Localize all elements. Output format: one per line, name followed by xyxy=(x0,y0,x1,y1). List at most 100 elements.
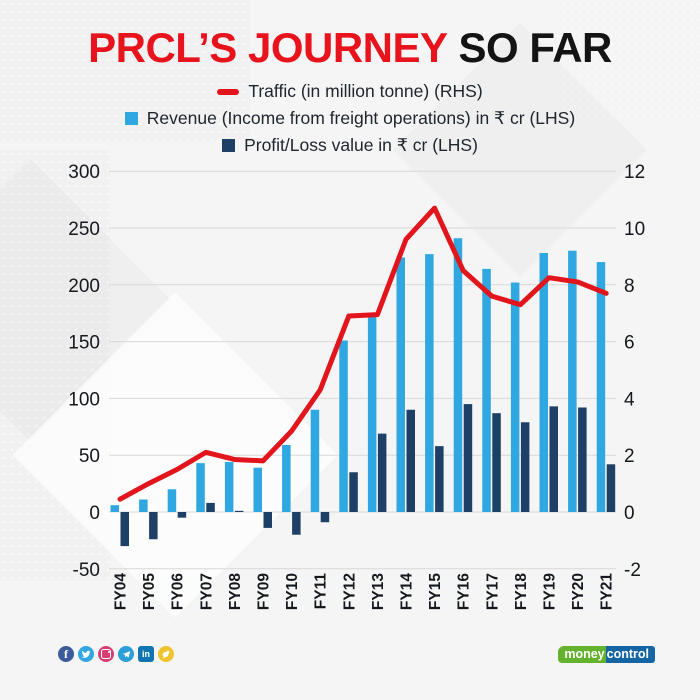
profit-bar xyxy=(292,512,301,535)
profit-bar xyxy=(320,512,330,523)
camera-icon xyxy=(101,649,111,659)
revenue-bar xyxy=(310,409,320,512)
right-axis-tick: 12 xyxy=(624,162,645,183)
profit-square-marker-icon xyxy=(222,139,236,152)
legend-item-profit: Profit/Loss value in ₹ cr (LHS) xyxy=(0,132,700,159)
right-axis-tick: 0 xyxy=(624,503,635,524)
left-axis-tick: -50 xyxy=(73,560,100,581)
revenue-bar xyxy=(367,316,377,512)
chart-legend: Traffic (in million tonne) (RHS) Revenue… xyxy=(0,78,700,159)
revenue-bar xyxy=(339,340,348,512)
profit-bar xyxy=(263,512,272,528)
twitter-bird-icon xyxy=(81,650,91,658)
right-axis-tick: 4 xyxy=(624,389,635,410)
x-axis-label: FY19 xyxy=(542,573,559,610)
revenue-bar xyxy=(453,238,463,512)
instagram-icon[interactable] xyxy=(98,646,114,662)
koo-bird-icon xyxy=(162,650,170,659)
x-axis-label: FY14 xyxy=(399,573,416,610)
koo-icon[interactable] xyxy=(158,646,174,662)
revenue-bar xyxy=(396,257,405,512)
linkedin-glyph: in xyxy=(142,648,150,659)
twitter-icon[interactable] xyxy=(78,646,94,662)
profit-bar xyxy=(492,413,501,512)
profit-bar xyxy=(234,510,244,512)
revenue-bar xyxy=(196,463,205,512)
facebook-icon[interactable]: f xyxy=(58,646,74,662)
right-axis-tick: -2 xyxy=(624,560,641,581)
revenue-bar xyxy=(425,254,434,513)
profit-bar xyxy=(520,422,530,512)
x-axis-label: FY04 xyxy=(113,573,130,610)
social-icons: f in xyxy=(58,646,174,662)
x-axis-label: FY10 xyxy=(284,573,301,610)
x-axis-label: FY21 xyxy=(599,573,616,610)
linkedin-icon[interactable]: in xyxy=(138,646,154,662)
revenue-bar xyxy=(224,462,234,512)
traffic-line-marker-icon xyxy=(217,88,240,95)
profit-bar xyxy=(177,512,187,518)
x-axis-label: FY12 xyxy=(341,573,358,610)
right-axis-tick: 6 xyxy=(624,333,635,354)
paper-plane-icon xyxy=(122,650,130,657)
page-title: PRCL’S JOURNEY SO FAR xyxy=(0,24,700,72)
x-axis-label: FY09 xyxy=(256,573,273,610)
x-axis-label: FY07 xyxy=(198,573,215,610)
left-axis-tick: 0 xyxy=(89,503,100,524)
left-axis-tick: 50 xyxy=(79,446,100,467)
x-axis-label: FY11 xyxy=(313,573,330,610)
x-axis-label: FY17 xyxy=(484,573,501,610)
legend-label: Profit/Loss value in ₹ cr (LHS) xyxy=(244,135,478,155)
profit-bar xyxy=(463,404,473,512)
legend-item-traffic: Traffic (in million tonne) (RHS) xyxy=(0,78,700,105)
left-axis-tick: 150 xyxy=(68,333,100,354)
legend-label: Traffic (in million tonne) (RHS) xyxy=(248,81,483,101)
footer: f in money control xyxy=(0,644,700,670)
x-axis-label: FY05 xyxy=(141,573,158,610)
profit-bar xyxy=(549,406,558,512)
legend-label: Revenue (Income from freight operations)… xyxy=(146,108,576,128)
profit-bar xyxy=(206,502,215,512)
moneycontrol-logo[interactable]: money control xyxy=(558,646,655,663)
left-axis-tick: 200 xyxy=(68,276,100,297)
revenue-bar xyxy=(110,505,119,512)
traffic-line xyxy=(117,205,609,502)
telegram-icon[interactable] xyxy=(118,646,134,662)
title-main: PRCL’S JOURNEY xyxy=(88,24,448,71)
right-axis-tick: 2 xyxy=(624,446,635,467)
profit-bar xyxy=(377,433,387,512)
revenue-bar xyxy=(139,499,148,512)
x-axis-label: FY13 xyxy=(370,573,387,610)
moneycontrol-logo-money: money xyxy=(558,646,606,663)
title-suffix: SO FAR xyxy=(458,24,613,71)
profit-bar xyxy=(606,464,616,512)
profit-bar xyxy=(578,407,587,512)
left-axis-tick: 300 xyxy=(68,162,100,183)
moneycontrol-logo-control: control xyxy=(605,646,655,663)
x-axis-label: FY06 xyxy=(170,573,187,610)
legend-item-revenue: Revenue (Income from freight operations)… xyxy=(0,105,700,132)
x-axis-label: FY20 xyxy=(570,573,587,610)
x-axis-label: FY16 xyxy=(456,573,473,610)
revenue-bar xyxy=(510,282,520,512)
profit-bar xyxy=(149,512,158,540)
revenue-square-marker-icon xyxy=(124,112,138,125)
left-axis-tick: 250 xyxy=(68,219,100,240)
x-axis-label: FY15 xyxy=(427,573,444,610)
profit-bar xyxy=(120,512,129,547)
revenue-bar xyxy=(167,489,177,512)
profit-bar xyxy=(435,446,444,512)
profit-bar xyxy=(406,409,415,512)
x-axis-label: FY18 xyxy=(513,573,530,610)
x-axis-label: FY08 xyxy=(227,573,244,610)
revenue-bar xyxy=(253,467,262,512)
profit-bar xyxy=(349,472,358,512)
revenue-bar xyxy=(596,262,606,512)
left-axis-tick: 100 xyxy=(68,389,100,410)
revenue-bar xyxy=(482,268,491,512)
facebook-glyph: f xyxy=(64,647,68,661)
revenue-bar xyxy=(568,250,577,512)
right-axis-tick: 8 xyxy=(624,276,635,297)
